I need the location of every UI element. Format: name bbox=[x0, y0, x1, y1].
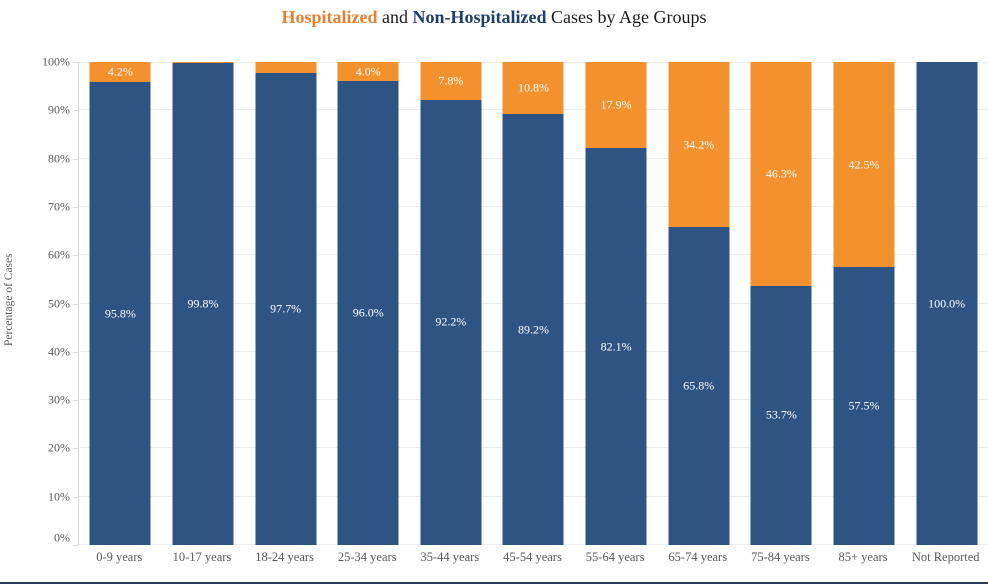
y-tick-mark bbox=[73, 255, 78, 257]
y-tick-mark bbox=[73, 496, 78, 498]
x-tick-label: 18-24 years bbox=[255, 550, 314, 564]
bar-group: 89.2% 10.8% bbox=[492, 62, 575, 545]
bar-segment-non-hospitalized: 95.8% bbox=[89, 82, 151, 545]
bar-segment-hospitalized: 4.0% bbox=[337, 62, 399, 82]
bar-segment-hospitalized: 42.5% bbox=[833, 62, 895, 268]
x-tick-label: 35-44 years bbox=[420, 550, 480, 564]
y-tick-label: 30% bbox=[48, 392, 70, 407]
bar-value-label: 46.3% bbox=[765, 166, 797, 181]
bar-value-label: 65.8% bbox=[683, 378, 715, 393]
y-tick-mark bbox=[73, 206, 78, 208]
bar-group: 82.1% 17.9% bbox=[575, 62, 658, 545]
plot-area: 95.8% 4.2% 99.8% 97.7% 96.0% 4.0% 92.2% 7.8% 89.… bbox=[78, 62, 988, 545]
chart-title: Hospitalized and Non-Hospitalized Cases … bbox=[0, 7, 988, 28]
y-tick-mark bbox=[73, 303, 78, 305]
y-tick-label: 80% bbox=[48, 151, 70, 166]
bar-value-label: 4.0% bbox=[355, 64, 381, 79]
bar-segment-non-hospitalized: 65.8% bbox=[668, 227, 730, 545]
bar-group: 53.7% 46.3% bbox=[740, 62, 823, 545]
bar-value-label: 7.8% bbox=[438, 73, 464, 88]
bar-segment-non-hospitalized: 99.8% bbox=[172, 62, 234, 545]
y-tick-label: 0% bbox=[54, 530, 70, 545]
bar-value-label: 100.0% bbox=[928, 296, 966, 310]
x-tick-label: 85+ years bbox=[838, 550, 888, 564]
bar-value-label: 92.2% bbox=[435, 314, 467, 329]
bar-value-label: 89.2% bbox=[517, 322, 549, 337]
bar-segment-hospitalized: 34.2% bbox=[668, 62, 730, 228]
y-tick-label: 40% bbox=[48, 344, 70, 359]
bar-segment-non-hospitalized: 92.2% bbox=[420, 99, 482, 545]
bar-segment-non-hospitalized: 82.1% bbox=[585, 148, 647, 545]
y-tick-mark bbox=[73, 351, 78, 353]
x-tick-label: 75-84 years bbox=[751, 550, 810, 564]
bar-segment-hospitalized: 7.8% bbox=[420, 62, 482, 100]
y-tick-label: 90% bbox=[48, 102, 70, 117]
y-tick-mark bbox=[73, 545, 78, 546]
bar-group: 57.5% 42.5% bbox=[823, 62, 906, 545]
bar-group: 96.0% 4.0% bbox=[327, 62, 410, 545]
x-tick-label: 55-64 years bbox=[585, 550, 645, 564]
bar-segment-non-hospitalized: 100.0% bbox=[916, 62, 978, 545]
x-tick-label: 25-34 years bbox=[337, 550, 397, 564]
bar-segment-non-hospitalized: 89.2% bbox=[502, 114, 564, 545]
x-tick-label: 10-17 years bbox=[172, 550, 232, 564]
y-tick-mark bbox=[73, 62, 78, 63]
y-tick-label: 70% bbox=[48, 199, 70, 214]
title-word-and: and bbox=[377, 7, 413, 27]
x-tick-label: 65-74 years bbox=[668, 550, 728, 564]
bar-segment-non-hospitalized: 57.5% bbox=[833, 267, 895, 545]
title-word-rest: Cases by Age Groups bbox=[546, 7, 707, 27]
bar-value-label: 97.7% bbox=[270, 301, 302, 316]
bar-group: 100.0% bbox=[905, 62, 988, 545]
y-tick-mark bbox=[73, 448, 78, 450]
bar-value-label: 82.1% bbox=[600, 339, 632, 354]
bar-group: 92.2% 7.8% bbox=[410, 62, 493, 545]
bar-segment-non-hospitalized: 53.7% bbox=[750, 285, 812, 545]
y-tick-label: 60% bbox=[48, 247, 70, 262]
bar-value-label: 57.5% bbox=[848, 398, 880, 413]
bar-group: 97.7% bbox=[244, 62, 327, 545]
bar-value-label: 17.9% bbox=[600, 97, 632, 112]
x-axis-labels: 0-9 years 10-17 years 18-24 years 25-34 yea… bbox=[78, 550, 987, 584]
y-tick-label: 100% bbox=[42, 54, 70, 69]
bar-value-label: 4.2% bbox=[107, 64, 133, 79]
bar-group: 99.8% bbox=[162, 62, 245, 545]
y-tick-label: 10% bbox=[48, 489, 70, 504]
title-word-non-hospitalized: Non-Hospitalized bbox=[412, 7, 547, 27]
bar-group: 65.8% 34.2% bbox=[657, 62, 740, 545]
y-tick-mark bbox=[73, 158, 78, 160]
bar-segment-hospitalized: 10.8% bbox=[502, 62, 564, 115]
bar-segment-hospitalized bbox=[255, 62, 317, 74]
y-tick-label: 50% bbox=[48, 296, 70, 310]
x-tick-label: 0-9 years bbox=[96, 550, 143, 564]
y-tick-mark bbox=[73, 110, 78, 112]
bar-value-label: 10.8% bbox=[517, 80, 549, 95]
title-word-hospitalized: Hospitalized bbox=[281, 7, 378, 27]
bar-segment-hospitalized: 17.9% bbox=[585, 62, 647, 149]
bar-group: 95.8% 4.2% bbox=[79, 62, 162, 545]
y-tick-label: 20% bbox=[48, 440, 70, 455]
bar-segment-hospitalized bbox=[172, 62, 234, 63]
bar-value-label: 53.7% bbox=[765, 407, 797, 422]
bar-value-label: 95.8% bbox=[104, 306, 136, 321]
bar-segment-non-hospitalized: 96.0% bbox=[337, 81, 399, 545]
bar-segment-hospitalized: 46.3% bbox=[750, 62, 812, 286]
bar-value-label: 34.2% bbox=[683, 137, 715, 152]
bar-value-label: 99.8% bbox=[187, 296, 219, 311]
bar-segment-hospitalized: 4.2% bbox=[89, 62, 151, 83]
bar-value-label: 96.0% bbox=[352, 305, 384, 320]
x-tick-label: 45-54 years bbox=[503, 550, 562, 564]
bar-value-label: 42.5% bbox=[848, 157, 880, 172]
bottom-rule bbox=[0, 582, 988, 584]
bar-segment-non-hospitalized: 97.7% bbox=[255, 73, 317, 545]
y-tick-mark bbox=[73, 400, 78, 402]
x-tick-label: Not Reported bbox=[911, 550, 980, 564]
